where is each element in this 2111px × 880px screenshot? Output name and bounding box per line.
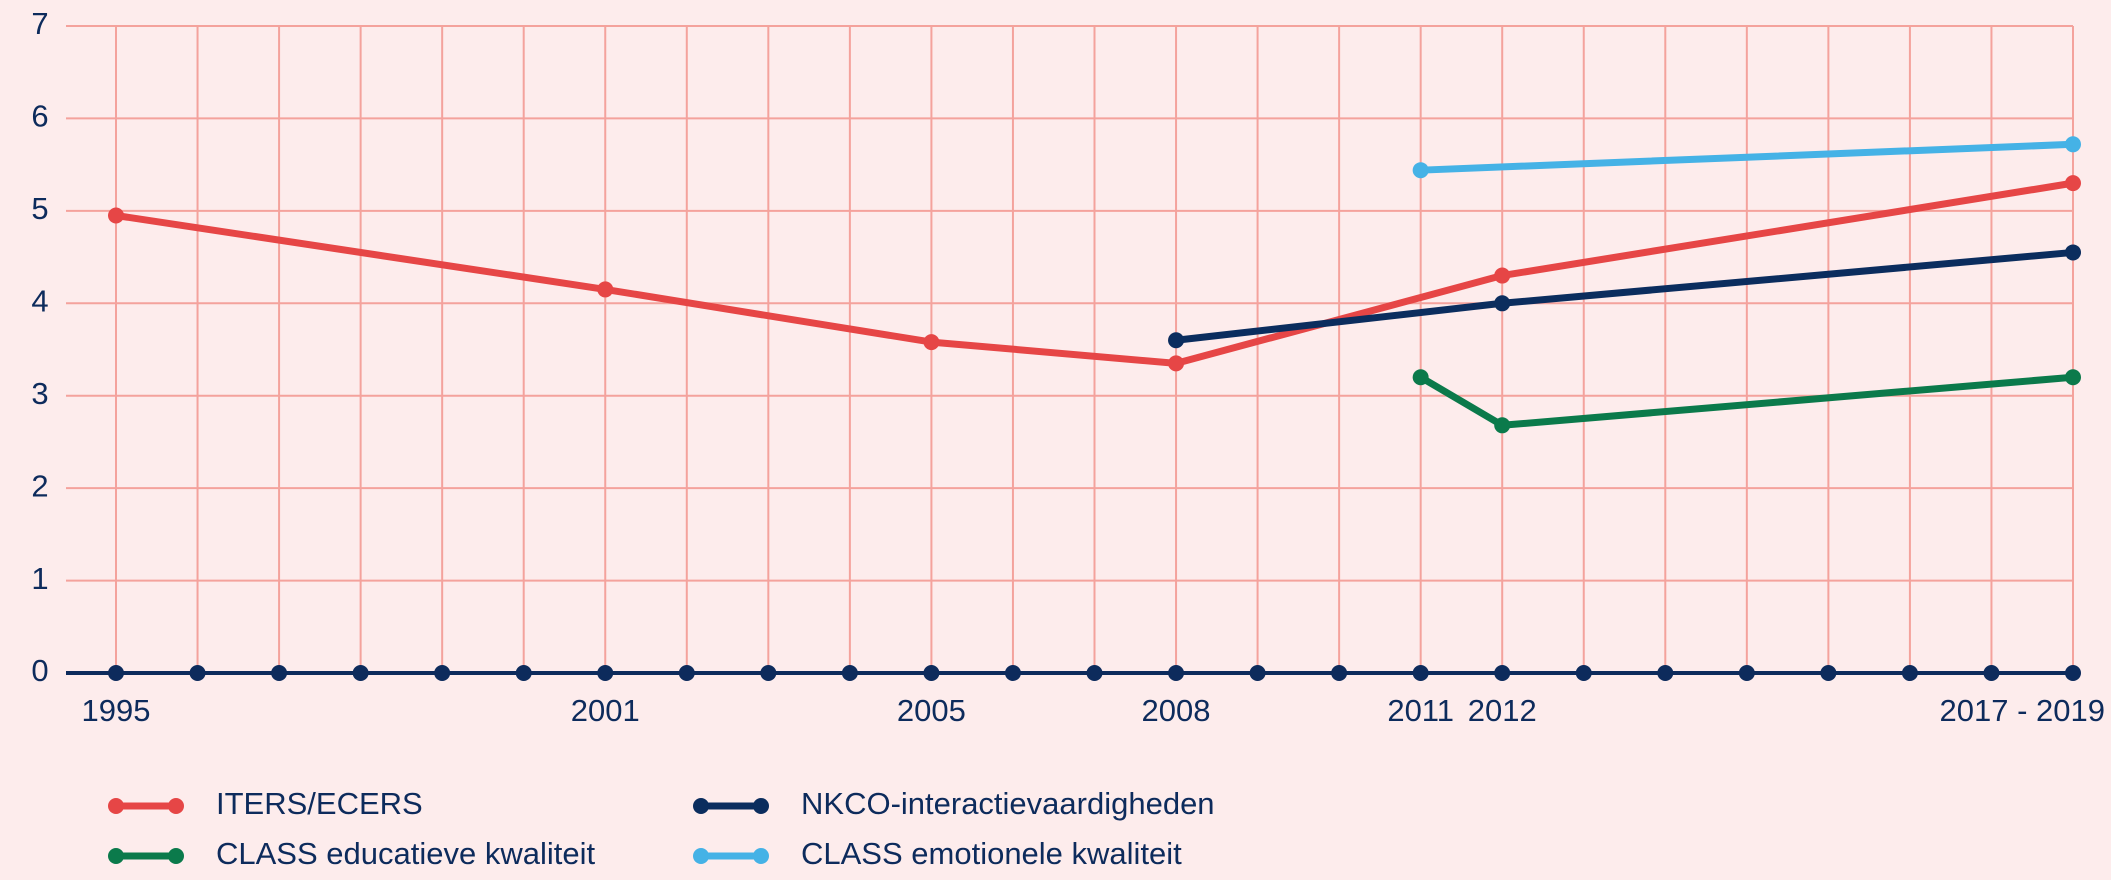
legend-dot [693,798,709,814]
y-tick-label: 2 [31,468,48,503]
x-tick-mark [1657,665,1674,681]
x-tick-mark [1004,665,1021,681]
data-point [597,281,614,298]
data-point [1168,332,1185,349]
data-point [1494,417,1511,434]
line-segment [1498,248,2077,307]
x-tick-mark [1575,665,1592,681]
line-segment [1498,373,2077,429]
data-point [2065,136,2081,153]
data-point [1494,267,1511,284]
line-segment [112,211,609,293]
line-segment [1172,299,1506,344]
legend-dot [168,848,184,864]
x-tick-mark [271,665,288,681]
x-tick-label: 2008 [1142,693,1211,728]
data-point [2065,244,2081,261]
x-tick-mark [2065,665,2081,681]
x-tick-mark [841,665,858,681]
legend-dot [753,798,769,814]
x-tick-mark [1331,665,1348,681]
x-tick-label: 2005 [897,693,966,728]
x-tick-mark [1249,665,1266,681]
legend-dot [693,848,709,864]
y-tick-label: 5 [31,191,48,226]
data-point [1168,355,1185,372]
data-point [1494,295,1511,312]
x-tick-mark [352,665,369,681]
data-point [1412,162,1429,179]
line-segment [927,338,1180,367]
x-tick-mark [597,665,614,681]
x-tick-mark [760,665,777,681]
data-point [2065,369,2081,386]
x-tick-mark [1983,665,2000,681]
data-point [1412,369,1429,386]
y-tick-label: 6 [31,99,48,134]
x-tick-mark [189,665,206,681]
x-tick-mark [1820,665,1837,681]
x-tick-mark [434,665,451,681]
line-segment [1498,179,2077,280]
y-tick-label: 0 [31,653,48,688]
x-tick-mark [515,665,532,681]
legend-dot [753,848,769,864]
x-tick-mark [108,665,124,681]
x-tick-label: 2011 [1387,693,1454,728]
line-segment [601,285,935,346]
y-tick-label: 1 [31,561,48,596]
x-tick-mark [1168,665,1185,681]
x-tick-mark [1412,665,1429,681]
x-tick-label: 2012 [1468,693,1537,728]
data-point [2065,175,2081,192]
legend-label: CLASS emotionele kwaliteit [801,836,1182,871]
data-point [108,207,124,224]
x-tick-mark [1086,665,1103,681]
line-segment [1417,140,2077,174]
legend-dot [108,798,124,814]
x-tick-mark [678,665,695,681]
y-tick-label: 7 [31,6,48,41]
legend-label: CLASS educatieve kwaliteit [216,836,595,871]
data-point [923,334,940,351]
x-tick-label: 2017 - 2019 [1940,693,2105,728]
y-tick-label: 4 [31,283,48,318]
legend-dot [168,798,184,814]
x-tick-mark [1901,665,1918,681]
x-tick-mark [1738,665,1755,681]
line-segment [1417,373,1506,429]
x-tick-mark [923,665,940,681]
x-tick-mark [1494,665,1511,681]
legend-label: NKCO-interactievaardigheden [801,786,1215,821]
x-tick-label: 1995 [82,693,151,728]
x-tick-label: 2001 [571,693,640,728]
legend-dot [108,848,124,864]
y-tick-label: 3 [31,376,48,411]
legend-label: ITERS/ECERS [216,786,423,821]
